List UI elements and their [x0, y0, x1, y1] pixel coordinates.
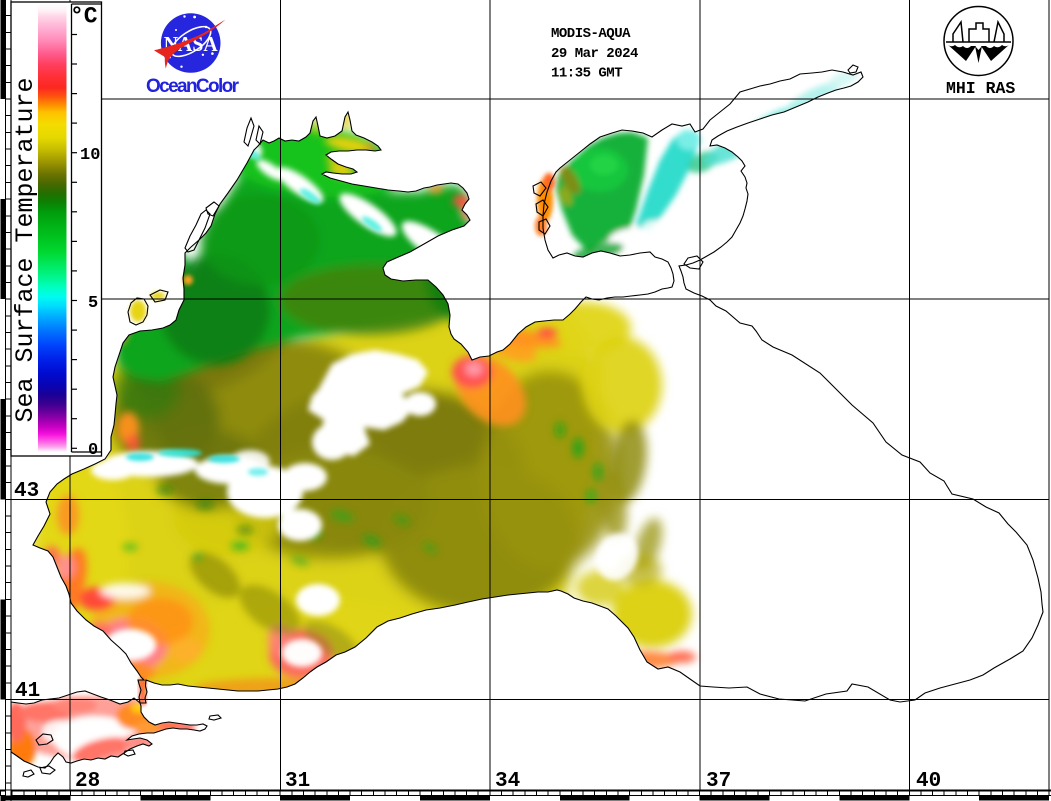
svg-text:34: 34: [495, 770, 520, 793]
svg-text:29 Mar 2024: 29 Mar 2024: [551, 46, 638, 62]
svg-text:10: 10: [80, 146, 100, 165]
svg-text:28: 28: [75, 770, 100, 793]
svg-text:41: 41: [15, 680, 40, 703]
svg-text:40: 40: [916, 770, 941, 793]
svg-text:11:35 GMT: 11:35 GMT: [551, 66, 622, 82]
svg-text:37: 37: [706, 770, 731, 793]
svg-text:MHI RAS: MHI RAS: [946, 79, 1015, 98]
svg-text:OceanColor: OceanColor: [146, 76, 240, 97]
svg-text:Sea Surface Temperature: Sea Surface Temperature: [11, 77, 40, 422]
svg-text:MODIS-AQUA: MODIS-AQUA: [551, 26, 631, 42]
svg-text:5: 5: [88, 294, 98, 313]
svg-text:31: 31: [285, 770, 310, 793]
svg-text:°C: °C: [70, 4, 98, 30]
svg-text:0: 0: [88, 441, 98, 460]
svg-text:43: 43: [14, 480, 39, 503]
